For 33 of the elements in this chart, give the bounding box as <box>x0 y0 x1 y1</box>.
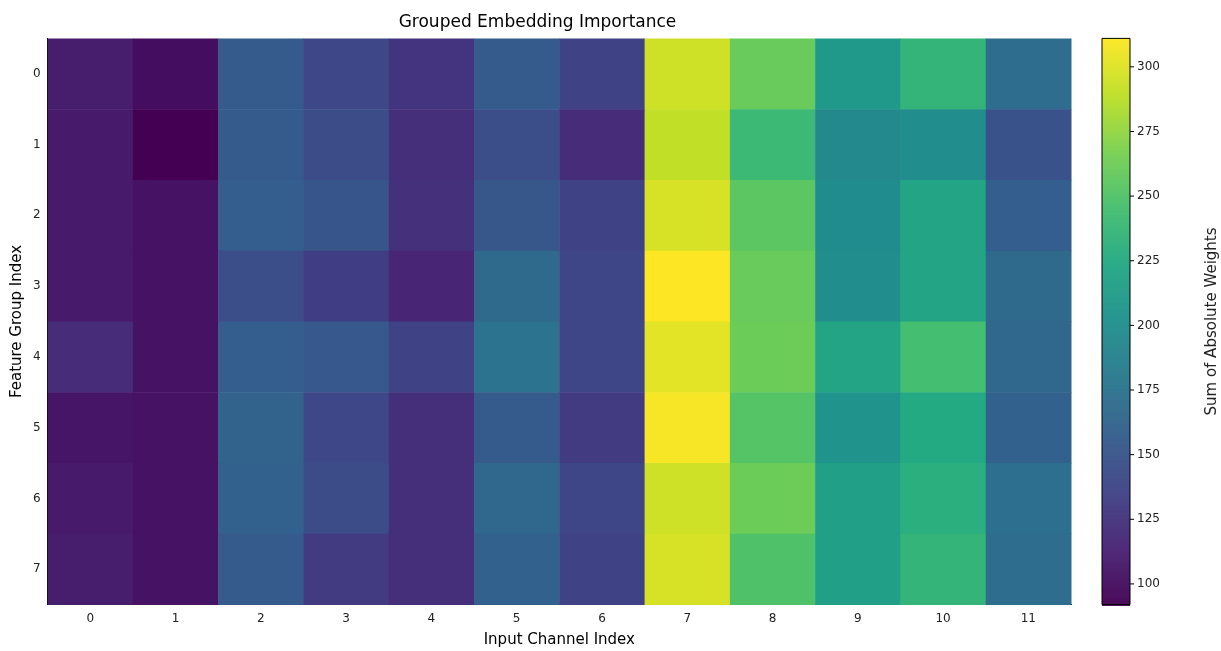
x-tick-label: 1 <box>171 610 180 625</box>
color-bar-title: Sum of Absolute Weights <box>1201 227 1220 416</box>
color-bar-label: 150 <box>1137 446 1160 461</box>
y-tick-label: 7 <box>32 561 41 576</box>
x-tick-label: 7 <box>683 610 692 625</box>
x-tick-label: 4 <box>427 610 436 625</box>
color-bar-label: 100 <box>1137 576 1160 591</box>
y-tick-label: 2 <box>32 207 41 222</box>
x-tick-label: 9 <box>853 610 862 625</box>
x-tick-label: 2 <box>257 610 265 625</box>
y-tick-label: 1 <box>32 136 41 151</box>
x-tick-label: 11 <box>1020 610 1036 625</box>
color-bar-label: 275 <box>1137 123 1160 138</box>
y-tick-label: 5 <box>32 419 41 434</box>
y-tick-label: 4 <box>32 349 41 364</box>
color-bar-label: 225 <box>1137 252 1160 267</box>
y-tick-label: 3 <box>32 278 41 293</box>
y-tick-label: 0 <box>32 65 41 80</box>
x-tick-label: 10 <box>935 610 951 625</box>
x-tick-label: 8 <box>768 610 777 625</box>
x-axis-title: Input Channel Index <box>483 629 636 648</box>
color-bar-label: 250 <box>1137 188 1160 203</box>
x-tick-label: 6 <box>598 610 606 625</box>
chart-title: Grouped Embedding Importance <box>398 10 677 31</box>
x-tick-label: 3 <box>342 610 350 625</box>
color-bar-label: 175 <box>1137 382 1160 397</box>
color-bar-label: 200 <box>1137 317 1160 332</box>
x-tick-label: 0 <box>86 610 95 625</box>
color-bar-label: 300 <box>1137 58 1160 73</box>
y-axis-title: Feature Group Index <box>6 244 25 399</box>
color-bar-label: 125 <box>1137 511 1160 526</box>
y-tick-label: 6 <box>32 490 41 505</box>
x-tick-label: 5 <box>512 610 521 625</box>
